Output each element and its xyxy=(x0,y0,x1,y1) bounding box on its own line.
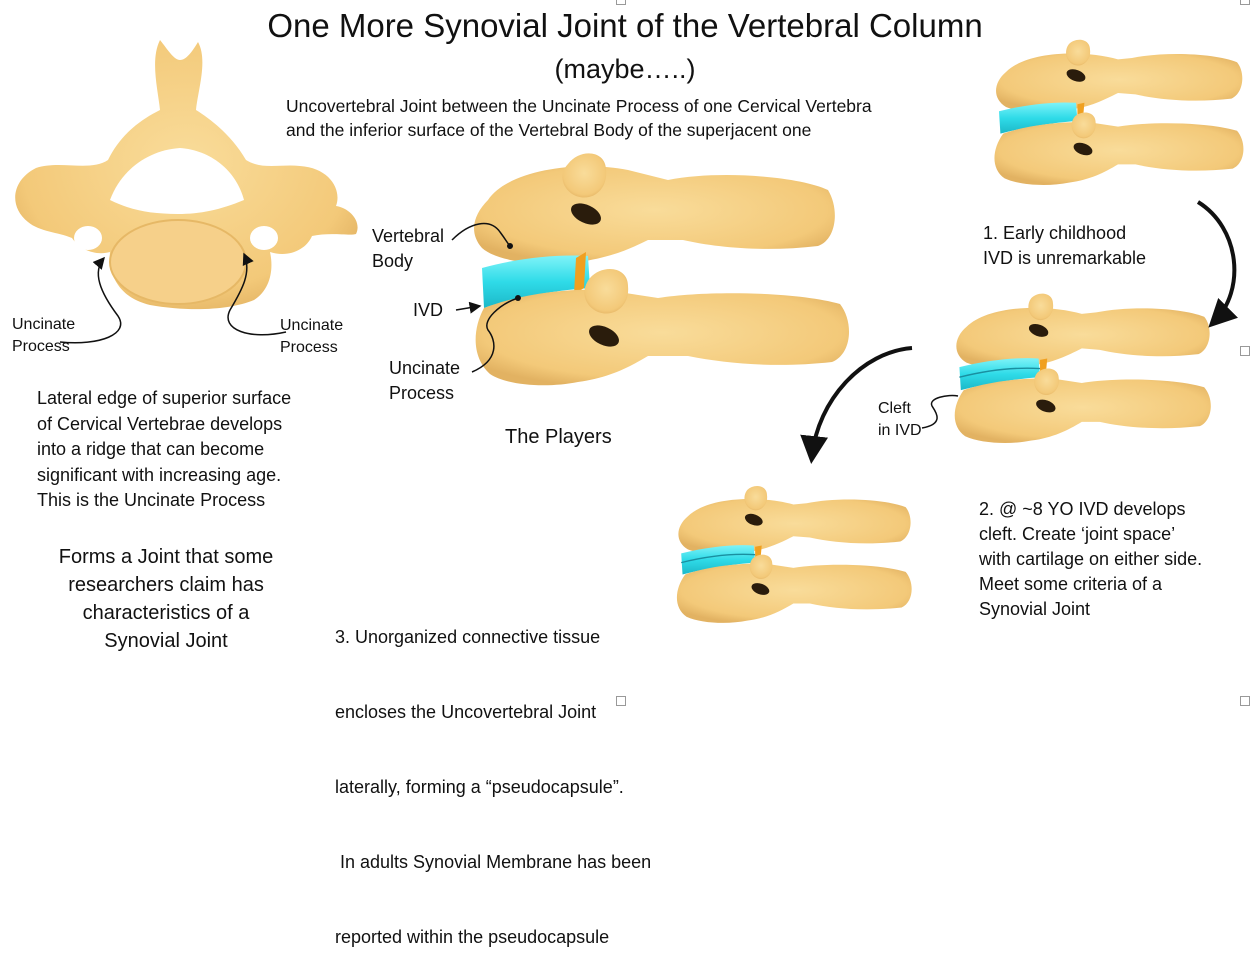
arrow-stage-2-to-3 xyxy=(800,346,913,464)
stage-3-illustration xyxy=(676,485,912,623)
forms-joint-text: Forms a Joint that some researchers clai… xyxy=(30,543,302,655)
text-line: characteristics of a xyxy=(82,602,250,624)
text-line: Synovial Joint xyxy=(979,599,1091,619)
text-line: into a ridge that can become xyxy=(37,439,265,459)
text-line: 1. Early childhood xyxy=(983,223,1127,243)
resize-handle-right[interactable] xyxy=(1240,346,1250,356)
label-line: Process xyxy=(12,338,70,355)
text-line: researchers claim has xyxy=(68,574,264,596)
cleft-pointer xyxy=(921,394,959,429)
text-line: 3. Unorganized connective tissue xyxy=(335,627,601,647)
stage-2-text: 2. @ ~8 YO IVD develops cleft. Create ‘j… xyxy=(979,497,1202,622)
label-line: Body xyxy=(372,251,414,271)
label-line: Uncinate xyxy=(389,358,461,378)
label-line: Uncinate xyxy=(12,316,76,333)
uncinate-label-left: Uncinate Process xyxy=(12,314,75,358)
label-line: in IVD xyxy=(878,422,922,439)
stage-1-illustration xyxy=(994,39,1244,185)
uncinate-label-right: Uncinate Process xyxy=(280,315,343,359)
text-line: cleft. Create ‘joint space’ xyxy=(979,524,1176,544)
text-line: reported within the pseudocapsule xyxy=(335,927,610,947)
stage-2-illustration xyxy=(954,293,1211,443)
resize-handle-bottom[interactable] xyxy=(616,696,626,706)
label-line: Process xyxy=(389,383,455,403)
resize-handle-bottom-right[interactable] xyxy=(1240,696,1250,706)
resize-handle-top[interactable] xyxy=(616,0,626,5)
label-line: Cleft xyxy=(878,400,911,417)
text-line: of Cervical Vertebrae develops xyxy=(37,413,283,434)
description-line: Uncovertebral Joint between the Uncinate… xyxy=(286,96,872,116)
text-line: IVD is unremarkable xyxy=(983,248,1147,268)
page-subtitle: (maybe…..) xyxy=(554,54,696,84)
uncinate-pointer xyxy=(471,297,519,373)
joint-description: Uncovertebral Joint between the Uncinate… xyxy=(286,94,872,142)
description-line: and the inferior surface of the Vertebra… xyxy=(286,120,812,140)
cleft-label: Cleft in IVD xyxy=(878,398,922,442)
stage-1-text: 1. Early childhood IVD is unremarkable xyxy=(983,221,1146,271)
text-line: laterally, forming a “pseudocapsule”. xyxy=(335,777,624,797)
stage-3-text: 3. Unorganized connective tissue enclose… xyxy=(335,575,651,975)
label-line: Vertebral xyxy=(372,226,445,246)
page-title: One More Synovial Joint of the Vertebral… xyxy=(267,7,983,44)
text-line: In adults Synovial Membrane has been xyxy=(335,852,652,872)
illustrations xyxy=(15,39,1244,623)
text-line: Forms a Joint that some xyxy=(58,546,274,568)
ivd-label: IVD xyxy=(413,300,444,320)
label-line: Uncinate xyxy=(280,317,344,334)
players-caption: The Players xyxy=(505,426,612,448)
text-line: Meet some criteria of a xyxy=(979,574,1163,594)
arrow-stage-1-to-2 xyxy=(1196,200,1239,328)
label-line: Process xyxy=(280,339,338,356)
text-line: with cartilage on either side. xyxy=(979,549,1203,569)
text-line: Synovial Joint xyxy=(104,630,228,652)
players-illustration xyxy=(474,153,850,386)
text-line: significant with increasing age. xyxy=(37,464,282,485)
uncinate-process-label: Uncinate Process xyxy=(389,356,460,406)
ivd-pointer xyxy=(455,301,482,314)
text-line: 2. @ ~8 YO IVD develops xyxy=(979,499,1186,519)
vertebral-body-label: Vertebral Body xyxy=(372,224,444,274)
text-line: Lateral edge of superior surface xyxy=(37,388,292,408)
cervical-vertebra-superior-view xyxy=(15,40,358,344)
resize-handle-top-right[interactable] xyxy=(1240,0,1250,5)
text-line: This is the Uncinate Process xyxy=(37,490,266,510)
lateral-edge-text: Lateral edge of superior surface of Cerv… xyxy=(37,386,291,514)
